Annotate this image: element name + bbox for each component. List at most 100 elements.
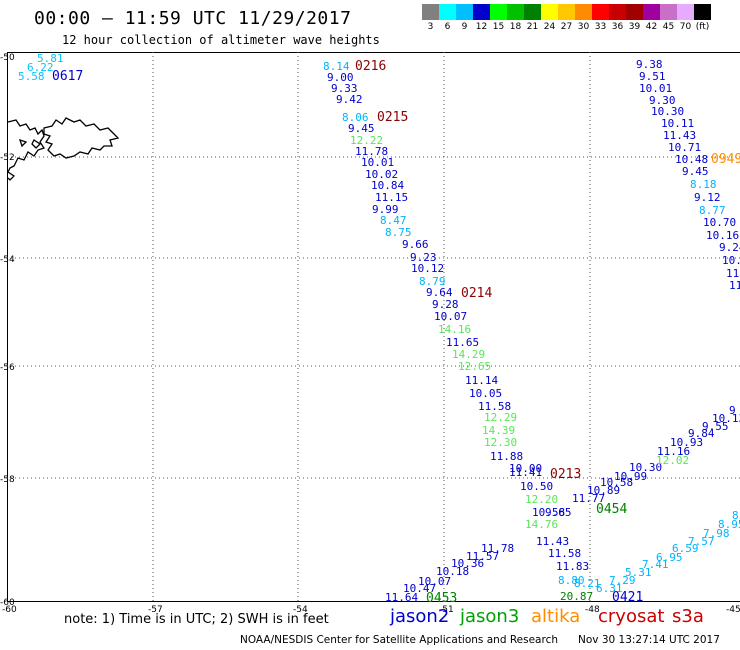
swh-value: 9.55 (702, 420, 729, 433)
swh-value: 11.88 (490, 450, 523, 463)
legend-cryosat: cryosat (598, 606, 665, 627)
swh-value: 10.30 (629, 461, 662, 474)
scale-label: 15 (492, 22, 505, 32)
falkland-islands (7, 117, 120, 181)
scale-label: 70 (679, 22, 692, 32)
swh-value: 9.12 (694, 191, 721, 204)
swh-value: 5.58 (18, 70, 45, 83)
swh-value: 11.43 (536, 535, 569, 548)
swh-value: 10.70 (703, 216, 736, 229)
swh-value: 9.45 (682, 165, 709, 178)
swh-value: 10.0 (722, 254, 740, 267)
swh-value: 7.57 (688, 535, 715, 548)
swh-value: 11.58 (548, 547, 581, 560)
color-scale (422, 4, 711, 20)
swh-value: 20.87 (560, 590, 593, 603)
scale-swatch (541, 4, 558, 20)
swh-value: 9.66 (402, 238, 429, 251)
swh-value: 10.11 (661, 117, 694, 130)
swh-value: 10.18 (436, 565, 469, 578)
swh-value: 9.99 (372, 203, 399, 216)
swh-value: 8.06 (342, 111, 369, 124)
swh-value: 12.22 (350, 134, 383, 147)
swh-value: 10.07 (418, 575, 451, 588)
swh-value: 11.78 (355, 145, 388, 158)
swh-value: 8.79 (419, 275, 446, 288)
swh-value: 9.64 (426, 286, 453, 299)
swh-value: 14.29 (452, 348, 485, 361)
legend-jason3: jason3 (460, 606, 520, 627)
lat-label: -56 (0, 363, 15, 373)
scale-label: 18 (509, 22, 522, 32)
swh-value: 9.00 (327, 71, 354, 84)
map-subtitle: 12 hour collection of altimeter wave hei… (62, 33, 380, 47)
swh-value: 12.29 (484, 411, 517, 424)
swh-value: 9.42 (336, 93, 363, 106)
scale-label: 36 (611, 22, 624, 32)
pass-time-label: 0214 (461, 286, 492, 301)
scale-swatch (439, 4, 456, 20)
swh-value: 10.47 (403, 582, 436, 595)
scale-swatch (524, 4, 541, 20)
scale-label: 27 (560, 22, 573, 32)
swh-value: 6.31 (596, 582, 623, 595)
swh-value: 11. (726, 267, 740, 280)
swh-value: 10.01 (639, 82, 672, 95)
axis-labels: -50 -52 -54 -56 -58 -60-60 -57 -54 -51 -48 -45 (0, 53, 740, 615)
scale-label: 39 (628, 22, 641, 32)
swh-value: 10.89 (587, 484, 620, 497)
swh-value: 10.99 (614, 470, 647, 483)
lat-label: -54 (0, 255, 15, 265)
swh-value: 9.51 (639, 70, 666, 83)
swh-value: 11.57 (466, 550, 499, 563)
swh-value: 10.13 (712, 412, 740, 425)
color-scale-labels: 3 6 9 12 15 18 21 24 27 30 33 36 39 42 45 70 (ft) (422, 22, 711, 32)
swh-value: 11.15 (375, 191, 408, 204)
swh-value: 8.21 (574, 577, 601, 590)
lon-label: -54 (293, 605, 308, 615)
swh-value: 9 (729, 404, 736, 417)
note-text: note: 1) Time is in UTC; 2) SWH is in fe… (64, 612, 329, 627)
swh-value: 9.23 (410, 251, 437, 264)
swh-value: 10.93 (670, 436, 703, 449)
map-frame (7, 52, 740, 602)
scale-swatch (643, 4, 660, 20)
scale-swatch (575, 4, 592, 20)
swh-value: 7.41 (642, 558, 669, 571)
scale-label: 9 (461, 22, 468, 32)
scale-label: 21 (526, 22, 539, 32)
scale-swatch (558, 4, 575, 20)
scale-swatch (507, 4, 524, 20)
swh-value: 11.41 (509, 466, 542, 479)
swh-value: 14.39 (482, 424, 515, 437)
swh-value: 8.77 (699, 204, 726, 217)
swh-value: 10.12 (411, 262, 444, 275)
swh-value: 8.47 (380, 214, 407, 227)
legend-jason2: jason2 (390, 606, 450, 627)
swh-value: 10.71 (668, 141, 701, 154)
swh-value: 12.65 (458, 360, 491, 373)
swh-value: 9.84 (688, 427, 715, 440)
swh-value: 11.16 (657, 445, 690, 458)
swh-value: 11.14 (465, 374, 498, 387)
swh-value: 5.31 (625, 566, 652, 579)
scale-label: 45 (662, 22, 675, 32)
swh-value: 8.75 (385, 226, 412, 239)
swh-value: 8 (732, 509, 739, 522)
swh-value: 11.64 (385, 591, 418, 604)
lat-label: -52 (0, 153, 15, 163)
scale-label: 30 (577, 22, 590, 32)
swh-value: 11.83 (556, 560, 589, 573)
pass-time-label: 0215 (377, 110, 408, 125)
swh-value: 11 (729, 279, 740, 292)
swh-value: 5.81 (37, 52, 64, 65)
timestamp-text: Nov 30 13:27:14 UTC 2017 (578, 634, 720, 646)
swh-value: 8.18 (690, 178, 717, 191)
swh-value: 8.95 (718, 518, 740, 531)
lon-label: -57 (148, 605, 163, 615)
lat-label: -50 (0, 53, 15, 63)
swh-value: 10.50 (520, 480, 553, 493)
lon-label: -51 (439, 605, 454, 615)
swh-value: 10.36 (451, 557, 484, 570)
